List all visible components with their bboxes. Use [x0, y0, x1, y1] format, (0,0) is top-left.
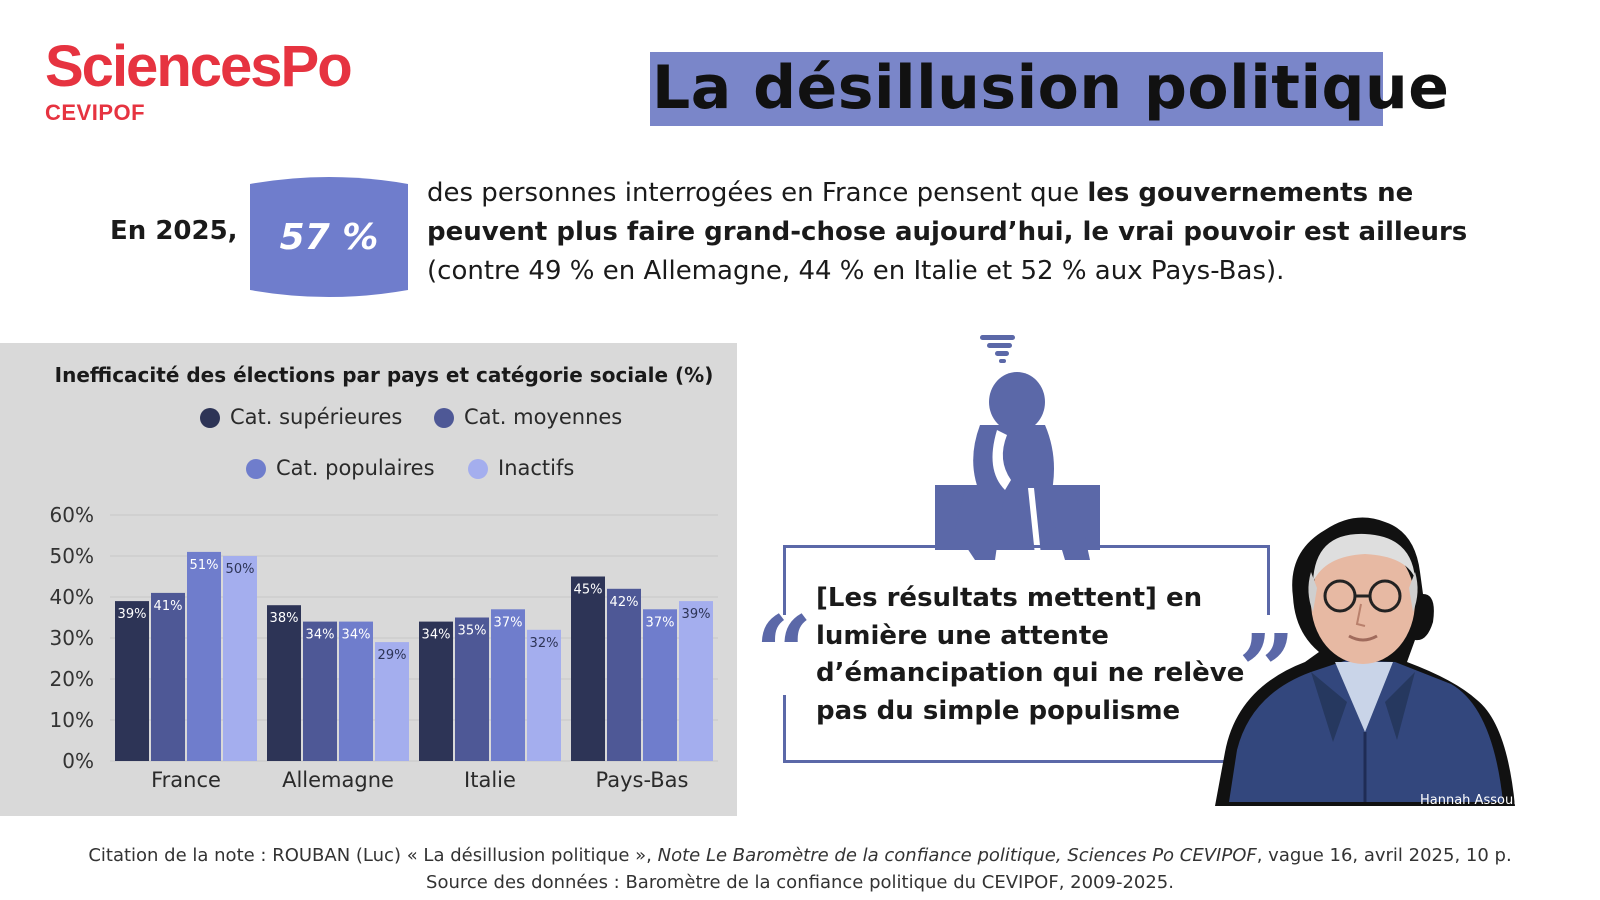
- citation-line2: Source des données : Baromètre de la con…: [426, 872, 1174, 893]
- y-axis: 0% 10% 20% 30% 40% 50% 60%: [50, 503, 94, 773]
- stat-description: des personnes interrogées en France pens…: [427, 174, 1527, 291]
- x-tick-label: Allemagne: [282, 768, 394, 792]
- bars: 39% 41% 51% 50% 38% 34% 34% 29% 34% 35% 37% 32% 45% 4…: [115, 551, 713, 761]
- bar: [679, 601, 713, 761]
- stat-value: 57 %: [279, 216, 379, 258]
- sciencespo-logo: SciencesPo CEVIPOF: [45, 34, 353, 126]
- bar-value-label: 32%: [530, 636, 559, 651]
- quote-open-icon: “: [755, 610, 807, 660]
- y-tick-label: 30%: [50, 626, 94, 650]
- bar: [223, 556, 257, 761]
- legend-label: Cat. supérieures: [230, 405, 402, 429]
- photo-credit: Hannah Assouline: [1420, 793, 1537, 808]
- bar: [607, 588, 641, 761]
- chart-title: Inefficacité des élections par pays et c…: [55, 363, 714, 387]
- citation-line1-post: , vague 16, avril 2025, 10 p.: [1256, 845, 1512, 866]
- page-title: La désillusion politique: [652, 53, 1450, 123]
- bar-value-label: 29%: [378, 648, 407, 663]
- y-tick-label: 10%: [50, 708, 94, 732]
- legend-label: Inactifs: [498, 456, 574, 480]
- stressed-person-icon: [935, 335, 1100, 560]
- stat-text-post: (contre 49 % en Allemagne, 44 % en Itali…: [427, 256, 1285, 286]
- bar-value-label: 41%: [154, 599, 183, 614]
- bar-value-label: 35%: [458, 624, 487, 639]
- bar: [151, 592, 185, 761]
- quote-open-mark: “: [755, 610, 807, 660]
- logo-sub-text: CEVIPOF: [45, 100, 146, 125]
- bar-value-label: 51%: [190, 558, 219, 573]
- bar-value-label: 42%: [610, 595, 639, 610]
- bar-chart: Inefficacité des élections par pays et c…: [50, 363, 718, 792]
- stat-text-bold: les gouvernements ne peuvent plus faire …: [427, 178, 1468, 247]
- y-tick-label: 20%: [50, 667, 94, 691]
- bar: [527, 629, 561, 761]
- citation: Citation de la note : ROUBAN (Luc) « La …: [0, 842, 1600, 896]
- citation-line1: Citation de la note : ROUBAN (Luc) « La …: [0, 842, 1600, 869]
- bar: [643, 609, 677, 761]
- y-tick-label: 50%: [50, 544, 94, 568]
- y-tick-label: 40%: [50, 585, 94, 609]
- x-tick-label: Italie: [464, 768, 516, 792]
- citation-line1-pre: Citation de la note : ROUBAN (Luc) « La …: [88, 845, 658, 866]
- chart-legend: Cat. supérieures Cat. moyennes Cat. popula…: [200, 405, 622, 480]
- bar-value-label: 45%: [574, 583, 603, 598]
- bar: [339, 621, 373, 761]
- portrait-photo: [1215, 517, 1515, 806]
- bar: [187, 551, 221, 761]
- bar-value-label: 37%: [494, 615, 523, 630]
- legend-marker: [246, 459, 266, 479]
- x-tick-label: Pays-Bas: [595, 768, 688, 792]
- x-axis: France Allemagne Italie Pays-Bas: [151, 768, 688, 792]
- bar-value-label: 37%: [646, 615, 675, 630]
- title-highlight: [650, 52, 1383, 126]
- bar-value-label: 50%: [226, 562, 255, 577]
- bar: [267, 605, 301, 761]
- bar: [571, 576, 605, 761]
- legend-marker: [468, 459, 488, 479]
- y-tick-label: 60%: [50, 503, 94, 527]
- stat-badge-shape: [250, 177, 408, 297]
- bar-value-label: 34%: [306, 628, 335, 643]
- bar: [491, 609, 525, 761]
- quote-gap-right: [1265, 615, 1279, 687]
- quote-close-icon: ”: [1238, 628, 1290, 678]
- stat-lead: En 2025,: [110, 216, 238, 246]
- bar-value-label: 39%: [682, 607, 711, 622]
- bar-value-label: 38%: [270, 611, 299, 626]
- legend-marker: [200, 408, 220, 428]
- legend-marker: [434, 408, 454, 428]
- x-tick-label: France: [151, 768, 221, 792]
- bar: [303, 621, 337, 761]
- quote-gap-left: [778, 615, 790, 695]
- bar: [419, 621, 453, 761]
- bar: [455, 617, 489, 761]
- legend-label: Cat. populaires: [276, 456, 435, 480]
- y-tick-label: 0%: [62, 749, 94, 773]
- citation-line1-italic: Note Le Baromètre de la confiance politi…: [657, 845, 1257, 866]
- bar: [115, 601, 149, 761]
- bar-value-label: 34%: [342, 628, 371, 643]
- stat-text-pre: des personnes interrogées en France pens…: [427, 178, 1088, 208]
- quote-close-mark: ”: [1238, 628, 1290, 678]
- bar-value-label: 39%: [118, 607, 147, 622]
- bar: [375, 642, 409, 761]
- legend-label: Cat. moyennes: [464, 405, 622, 429]
- bar-value-label: 34%: [422, 628, 451, 643]
- quote-text: [Les résultats mettent] en lumière une a…: [816, 583, 1245, 726]
- logo-main-text: SciencesPo: [45, 34, 353, 99]
